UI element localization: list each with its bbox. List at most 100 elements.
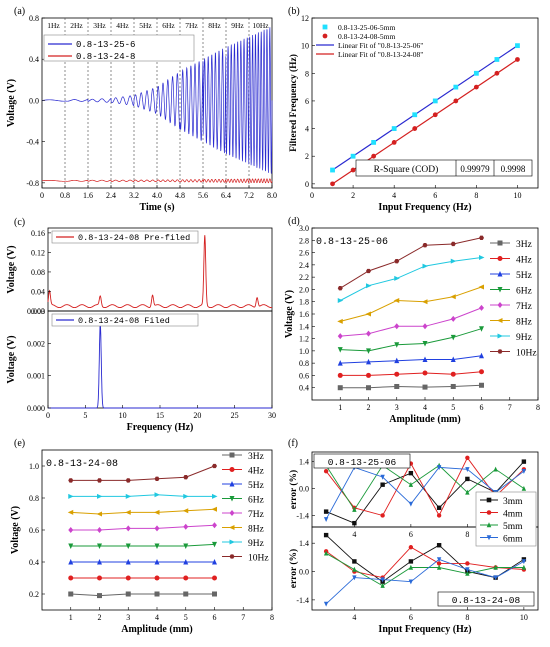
x-tick-label: 2.4 [106, 191, 116, 200]
data-point [352, 520, 357, 526]
series-line [70, 524, 215, 531]
data-point [494, 57, 500, 62]
legend-label: 7Hz [516, 302, 532, 312]
fit-line [332, 45, 518, 171]
legend-label: 4Hz [248, 467, 264, 477]
panel-label: (b) [288, 6, 300, 17]
y-tick-label: 3.0 [299, 224, 309, 233]
data-point [422, 263, 428, 269]
data-point [212, 575, 217, 581]
data-point [436, 505, 442, 510]
x-tick-label: 4.8 [175, 191, 185, 200]
y-tick-label: 8 [305, 69, 309, 78]
series-line [340, 237, 482, 289]
data-point [422, 384, 428, 390]
legend-label: 4Hz [516, 256, 532, 266]
data-point [212, 541, 217, 548]
legend-marker [497, 256, 503, 261]
data-point [337, 360, 343, 366]
panel-label: (d) [288, 216, 300, 227]
data-point [337, 286, 343, 291]
data-point [465, 567, 470, 573]
data-point [337, 385, 343, 391]
data-point [450, 241, 456, 247]
data-point [453, 98, 459, 104]
panel-title-box: 0.8-13-25-06 [316, 237, 388, 248]
data-point [330, 167, 335, 173]
data-point [394, 275, 400, 281]
legend-label: 0.8-13-25-06-5mm [338, 23, 395, 32]
y-tick-label: 1.8 [299, 298, 309, 307]
data-point [323, 532, 329, 538]
series-line [325, 456, 525, 517]
x-tick-label: 4 [392, 191, 396, 200]
legend-box [51, 313, 199, 327]
data-point [465, 489, 470, 495]
y-tick-label: 2.6 [299, 249, 309, 258]
y-tick-label: 0.4 [299, 384, 309, 393]
data-point [408, 470, 414, 476]
x-tick-label: 6 [409, 613, 413, 622]
x-tick-label: 6 [409, 530, 413, 539]
legend-marker [229, 510, 235, 516]
legend-label: 5Hz [516, 271, 532, 281]
data-point [465, 455, 470, 460]
x-tick-label: 6.4 [221, 191, 231, 200]
series-line [340, 355, 482, 364]
x-axis-label: Input Frequency (Hz) [378, 202, 471, 213]
table-header: R-Square (COD) [374, 164, 439, 175]
spectrum-line [48, 323, 272, 409]
x-tick-label: 25 [231, 411, 239, 420]
x-tick-label: 4.0 [152, 191, 162, 200]
legend-marker [229, 467, 235, 472]
data-point [380, 474, 385, 480]
data-point [393, 297, 400, 303]
data-point [365, 311, 371, 317]
segment-label: 1Hz [47, 21, 60, 30]
data-point [436, 564, 442, 570]
data-point [68, 591, 74, 597]
y-tick-label: 2.2 [299, 273, 309, 282]
x-axis-label: Frequency (Hz) [127, 422, 194, 433]
data-point [330, 181, 335, 187]
data-point [125, 525, 131, 532]
data-point [154, 591, 160, 597]
data-point [154, 492, 160, 498]
data-point [408, 559, 414, 564]
series-line [70, 465, 215, 481]
legend-marker [497, 333, 503, 339]
y-tick-label: 6 [305, 97, 309, 106]
data-point [211, 506, 217, 512]
legend-box [43, 34, 195, 62]
segment-label: 3Hz [93, 21, 106, 30]
x-tick-label: 6 [480, 403, 484, 412]
series-line [70, 494, 215, 497]
data-point [182, 508, 189, 514]
data-point [408, 501, 414, 507]
legend-marker [229, 525, 235, 530]
data-point [97, 543, 102, 549]
data-point [394, 383, 400, 389]
panel-label: (a) [14, 6, 25, 17]
panel-title: 0.8-13-25-06 [328, 457, 397, 468]
legend-label: 3mm [503, 497, 523, 507]
legend-marker [486, 497, 492, 503]
data-point [391, 139, 397, 145]
data-point [521, 485, 527, 491]
data-point [366, 330, 371, 337]
x-tick-label: 7 [508, 403, 512, 412]
data-point [154, 509, 160, 515]
legend-label: 0.8-13-24-08-5mm [338, 32, 395, 41]
data-point [436, 465, 442, 471]
y-tick-label: 0.6 [299, 371, 309, 380]
data-point [380, 513, 385, 518]
legend-label: 10Hz [248, 554, 269, 564]
y-tick-label: 0.0 [299, 485, 309, 494]
legend-label: 4mm [503, 510, 523, 520]
data-point [337, 372, 343, 378]
data-point [366, 268, 371, 274]
table-value: 0.99979 [460, 164, 490, 174]
legend-marker [322, 33, 328, 39]
data-point [337, 297, 344, 303]
y-tick-label: 0.8 [29, 14, 39, 23]
